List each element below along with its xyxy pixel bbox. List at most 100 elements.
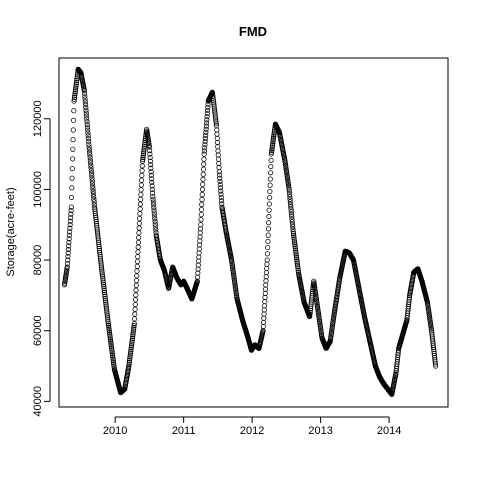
data-point <box>107 335 113 341</box>
data-point <box>82 99 88 105</box>
data-point <box>132 316 138 322</box>
data-point <box>261 307 267 313</box>
data-point <box>72 91 78 97</box>
data-point <box>128 345 134 351</box>
data-point <box>137 201 143 207</box>
data-point <box>261 315 267 321</box>
data-point <box>202 139 208 145</box>
data-point <box>232 284 238 290</box>
data-point <box>128 346 134 353</box>
data-point <box>88 165 94 171</box>
data-point <box>295 266 301 272</box>
data-point <box>89 173 95 179</box>
data-point <box>152 216 158 222</box>
data-point <box>232 281 238 287</box>
chart-title: FMD <box>239 24 267 39</box>
data-point <box>212 109 218 115</box>
data-point <box>209 89 215 95</box>
data-point <box>147 158 153 164</box>
data-point <box>110 352 116 359</box>
data-point <box>130 328 136 334</box>
data-point <box>109 345 115 351</box>
data-point <box>288 211 295 217</box>
data-point <box>141 149 147 155</box>
data-point <box>148 165 154 171</box>
data-point <box>140 156 146 162</box>
data-point <box>264 265 270 271</box>
data-point <box>84 124 91 130</box>
data-point <box>147 151 153 157</box>
data-point <box>268 170 274 176</box>
data-point <box>270 135 277 141</box>
data-point <box>267 188 273 195</box>
data-point <box>136 235 142 241</box>
data-point <box>134 258 141 265</box>
data-point <box>229 264 236 270</box>
data-point <box>65 246 72 253</box>
data-point <box>271 132 277 138</box>
data-point <box>263 282 269 288</box>
data-point <box>149 179 155 185</box>
data-point <box>66 232 72 238</box>
data-point <box>89 175 95 181</box>
data-point <box>66 236 72 242</box>
data-point <box>287 191 293 197</box>
data-point <box>292 245 298 251</box>
data-point <box>91 194 97 200</box>
data-point <box>127 356 133 362</box>
data-point <box>69 194 75 201</box>
y-tick-label: 60000 <box>32 315 44 346</box>
data-point <box>203 129 209 135</box>
data-point <box>126 361 132 367</box>
data-point <box>135 244 141 250</box>
data-point <box>138 196 144 202</box>
data-point <box>108 338 114 344</box>
data-point <box>294 262 301 268</box>
data-point <box>214 139 221 146</box>
data-point <box>289 221 296 227</box>
data-point <box>136 230 142 236</box>
data-point <box>139 168 145 174</box>
data-point <box>268 163 274 170</box>
x-tick-label: 2011 <box>172 425 196 437</box>
x-axis: 2010 2011 2012 2013 2014 <box>103 416 401 437</box>
data-point <box>131 322 137 329</box>
data-point <box>216 164 222 171</box>
data-point <box>90 183 96 189</box>
data-point <box>70 117 77 123</box>
data-point <box>73 79 80 85</box>
data-point <box>100 280 106 286</box>
data-point <box>293 247 299 253</box>
data-point <box>216 160 222 166</box>
data-point <box>140 152 146 159</box>
data-point <box>105 319 111 325</box>
data-point <box>204 110 210 117</box>
data-point <box>149 183 155 189</box>
x-tick-label: 2010 <box>103 425 127 437</box>
data-point <box>151 204 157 211</box>
data-point <box>85 130 91 136</box>
data-point <box>128 348 134 354</box>
data-point <box>289 219 295 225</box>
data-point <box>104 311 110 317</box>
data-point <box>217 182 223 188</box>
data-point <box>132 301 138 308</box>
data-point <box>265 226 271 232</box>
data-point <box>262 290 268 296</box>
data-point <box>138 187 144 193</box>
data-point <box>266 213 272 219</box>
data-point <box>90 191 96 197</box>
data-point <box>267 195 273 201</box>
data-point <box>293 251 299 257</box>
data-point <box>71 96 77 102</box>
data-point <box>264 257 270 263</box>
data-point <box>101 285 107 292</box>
data-point <box>152 221 158 227</box>
data-point <box>266 201 272 207</box>
data-point <box>270 140 276 147</box>
data-point <box>211 103 217 109</box>
data-point <box>263 274 269 280</box>
data-point <box>111 361 117 367</box>
data-point <box>83 104 89 111</box>
